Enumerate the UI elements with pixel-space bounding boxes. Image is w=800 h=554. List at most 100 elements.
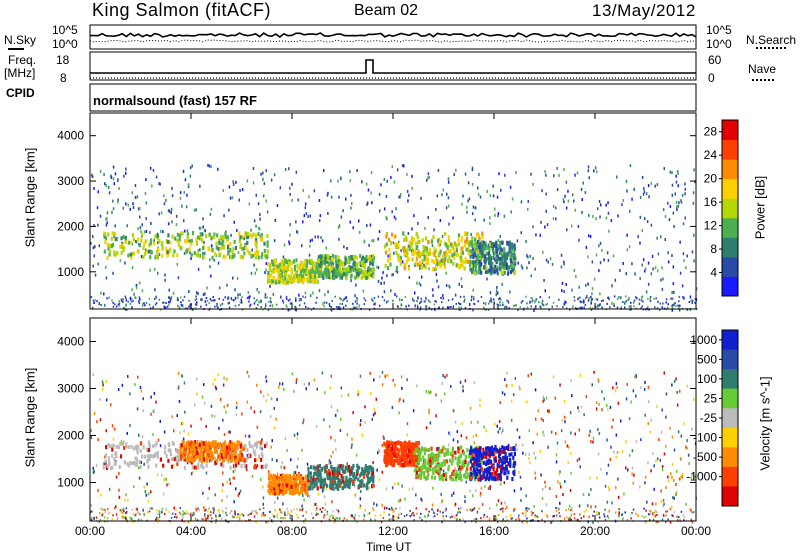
ground-cell xyxy=(262,511,265,514)
scatter-cell xyxy=(114,238,117,242)
scatter-cell xyxy=(655,459,657,463)
echo-cell-4 xyxy=(477,253,480,258)
echo-cell-1 xyxy=(205,455,209,460)
echo-cell-1 xyxy=(183,455,186,460)
scatter-cell xyxy=(578,409,580,413)
scatter-cell xyxy=(308,495,311,498)
echo-cell-4 xyxy=(493,264,496,269)
ground-cell xyxy=(132,300,134,302)
echo-cell-3 xyxy=(464,256,467,261)
scatter-cell xyxy=(164,278,166,282)
scatter-cell xyxy=(565,180,568,184)
scatter-cell xyxy=(142,508,144,512)
ground-cell xyxy=(446,306,449,309)
scatter-cell xyxy=(393,251,395,255)
echo-cell-0 xyxy=(201,232,204,237)
echo-cell-0 xyxy=(125,444,128,449)
nave-tick-bottom: 0 xyxy=(708,71,715,85)
scatter-cell xyxy=(545,192,547,196)
scatter-cell xyxy=(500,482,502,486)
scatter-cell xyxy=(345,197,347,201)
scatter-cell xyxy=(490,297,492,301)
scatter-cell xyxy=(378,192,381,196)
echo-cell-2 xyxy=(321,254,324,259)
scatter-cell xyxy=(269,284,271,288)
echo-cell-3 xyxy=(414,263,417,267)
scatter-cell xyxy=(226,480,228,484)
echo-cell-3 xyxy=(403,251,406,256)
ground-cell xyxy=(214,305,216,308)
scatter-cell xyxy=(583,306,585,310)
scatter-cell xyxy=(134,184,137,187)
ground-cell xyxy=(476,518,478,521)
scatter-cell xyxy=(136,407,139,411)
echo-cell-2 xyxy=(278,478,281,483)
echo-cell-3 xyxy=(460,238,463,243)
scatter-cell xyxy=(486,277,488,281)
scatter-cell xyxy=(171,186,173,190)
scatter-cell xyxy=(93,224,95,227)
scatter-cell xyxy=(537,409,539,413)
scatter-cell xyxy=(289,223,291,226)
echo-cell-0 xyxy=(110,244,113,249)
scatter-cell xyxy=(316,512,318,516)
ground-cell xyxy=(552,301,555,304)
ground-cell xyxy=(270,301,272,304)
ground-cell xyxy=(215,519,217,522)
echo-cell-2 xyxy=(331,262,334,267)
scatter-cell xyxy=(283,388,285,391)
echo-cell-0 xyxy=(135,457,139,462)
scatter-cell xyxy=(460,434,463,438)
echo-cell-0 xyxy=(172,253,175,258)
scatter-cell xyxy=(676,390,678,394)
echo-cell-4 xyxy=(495,256,498,261)
echo-cell-3 xyxy=(477,234,480,238)
echo-cell-4 xyxy=(471,267,474,272)
scatter-cell xyxy=(563,200,565,204)
scatter-cell xyxy=(579,374,582,377)
echo-cell-1 xyxy=(293,279,296,284)
ground-cell xyxy=(225,511,227,514)
ground-cell xyxy=(413,299,415,302)
scatter-cell xyxy=(516,428,519,432)
ground-cell xyxy=(419,516,421,519)
noise-right-tick-bottom: 10^0 xyxy=(706,37,732,51)
echo-cell-4 xyxy=(482,250,485,255)
scatter-cell xyxy=(496,195,499,199)
echo-cell-1 xyxy=(297,267,300,272)
scatter-cell xyxy=(615,486,617,490)
echo-cell-3 xyxy=(407,266,411,271)
scatter-cell xyxy=(233,220,235,224)
scatter-cell xyxy=(385,216,387,220)
scatter-cell xyxy=(248,374,250,378)
scatter-cell xyxy=(445,271,447,275)
echo-cell-1 xyxy=(180,443,183,448)
ground-cell xyxy=(632,508,635,511)
ground-cell xyxy=(579,296,581,299)
scatter-cell xyxy=(186,193,188,197)
scatter-cell xyxy=(533,451,535,455)
ground-cell xyxy=(480,296,483,298)
scatter-cell xyxy=(231,196,234,200)
scatter-cell xyxy=(123,440,125,444)
ground-cell xyxy=(302,295,304,298)
scatter-cell xyxy=(684,192,686,196)
ground-cell xyxy=(289,302,292,305)
ground-cell xyxy=(121,512,124,515)
scatter-cell xyxy=(634,272,636,276)
echo-cell-0 xyxy=(138,460,141,464)
echo-cell-2 xyxy=(357,268,360,273)
echo-cell-0 xyxy=(208,247,211,252)
ground-cell xyxy=(213,509,215,512)
echo-cell-1 xyxy=(282,280,285,285)
ground-cell xyxy=(346,300,348,303)
scatter-cell xyxy=(427,172,430,176)
echo-cell-2 xyxy=(283,485,286,490)
scatter-cell xyxy=(520,200,523,204)
ground-cell xyxy=(436,513,438,516)
echo-cell-3 xyxy=(421,259,424,264)
echo-cell-0 xyxy=(174,455,177,460)
echo-cell-0 xyxy=(141,454,144,459)
scatter-cell xyxy=(407,244,410,248)
scatter-cell xyxy=(437,168,440,172)
